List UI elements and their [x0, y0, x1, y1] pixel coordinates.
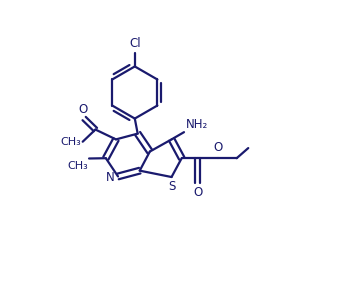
Text: O: O — [78, 103, 87, 116]
Text: S: S — [169, 181, 176, 194]
Text: N: N — [106, 171, 115, 184]
Text: Cl: Cl — [129, 37, 140, 50]
Text: O: O — [213, 141, 222, 154]
Text: NH₂: NH₂ — [185, 118, 208, 131]
Text: O: O — [193, 186, 202, 199]
Text: CH₃: CH₃ — [61, 137, 81, 147]
Text: CH₃: CH₃ — [67, 161, 88, 171]
